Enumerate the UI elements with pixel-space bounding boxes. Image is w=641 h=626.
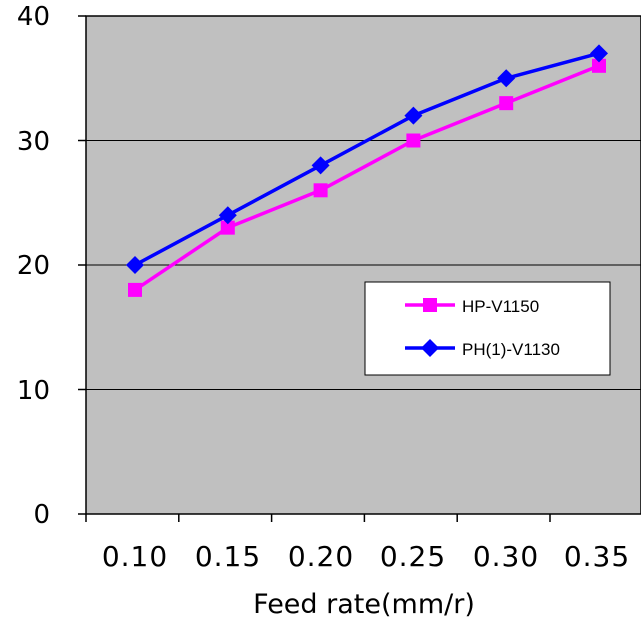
data-point-diamond xyxy=(497,69,516,88)
data-point-square xyxy=(406,133,421,148)
axes xyxy=(78,15,551,522)
data-point-diamond xyxy=(311,156,330,175)
x-tick-label: 0.35 xyxy=(564,540,630,573)
x-axis-ticks: 0.10 0.15 0.20 0.25 0.30 0.35 xyxy=(102,540,630,573)
y-tick-label: 30 xyxy=(17,127,50,157)
legend-label: PH(1)-V1130 xyxy=(462,340,560,359)
y-axis-ticks: 0 10 20 30 40 xyxy=(17,2,50,530)
x-tick-label: 0.25 xyxy=(380,540,446,573)
series-PH(1)-V1130 xyxy=(126,44,608,274)
data-point-square xyxy=(592,58,606,73)
data-point-square xyxy=(499,96,514,111)
series-HP-V1150 xyxy=(128,58,606,297)
data-point-diamond xyxy=(218,206,237,225)
legend-box xyxy=(364,281,611,376)
data-point-diamond xyxy=(404,106,423,125)
legend-label: HP-V1150 xyxy=(462,297,539,316)
series-line xyxy=(134,51,600,267)
x-tick-label: 0.15 xyxy=(195,540,261,573)
x-tick-label: 0.30 xyxy=(473,540,539,573)
series-layer xyxy=(126,44,608,297)
legend-marker-diamond xyxy=(421,339,439,357)
data-point-diamond xyxy=(126,256,144,274)
x-tick-label: 0.10 xyxy=(102,540,168,573)
data-point-square xyxy=(220,220,235,235)
x-tick-label: 0.20 xyxy=(288,540,354,573)
y-tick-label: 10 xyxy=(17,376,50,406)
x-axis-title: Feed rate(mm/r) xyxy=(253,589,475,620)
series-line xyxy=(134,64,600,292)
y-tick-label: 20 xyxy=(17,251,50,281)
y-tick-label: 40 xyxy=(17,2,50,32)
y-tick-label: 0 xyxy=(33,500,50,530)
data-point-square xyxy=(313,183,328,198)
legend-marker-square xyxy=(423,298,437,312)
legend: HP-V1150 PH(1)-V1130 xyxy=(364,281,611,376)
data-point-square xyxy=(128,282,142,297)
data-point-diamond xyxy=(590,44,608,63)
